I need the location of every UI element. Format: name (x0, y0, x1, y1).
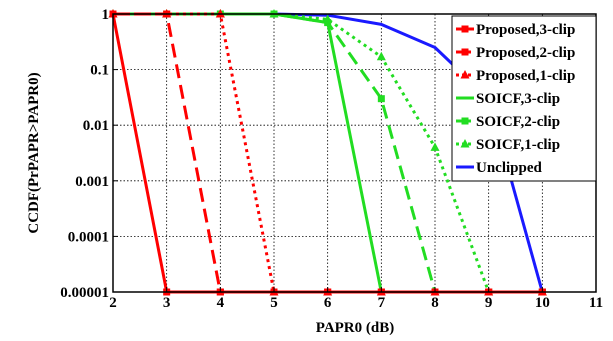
y-tick-label: 1 (102, 7, 110, 23)
data-point (430, 142, 440, 151)
y-tick-label: 0.1 (90, 63, 109, 79)
legend-label: Proposed,3-clip (476, 22, 575, 38)
legend-item: SOICF,2-clip (456, 114, 560, 130)
legend: Proposed,3-clip Proposed,2-clip Proposed,1… (451, 15, 597, 182)
legend-label: Unclipped (476, 160, 543, 176)
y-axis-label: CCDF(PrPAPR>PAPR0) (26, 72, 42, 233)
legend-label: SOICF,3-clip (476, 91, 560, 107)
legend-item: Proposed,2-clip (456, 45, 575, 61)
x-tick-label: 7 (378, 295, 386, 311)
legend-label: Proposed,1-clip (476, 68, 575, 84)
legend-marker (461, 117, 469, 125)
x-tick-label: 2 (109, 295, 117, 311)
x-tick-label: 11 (589, 295, 603, 311)
legend-item: Proposed,3-clip (456, 22, 575, 38)
x-tick-label: 9 (485, 295, 493, 311)
y-tick-label: 0.00001 (60, 285, 109, 301)
legend-marker (461, 25, 469, 33)
legend-label: Proposed,2-clip (476, 45, 575, 61)
legend-label: SOICF,1-clip (476, 137, 560, 153)
legend-item: SOICF,3-clip (456, 91, 560, 107)
legend-item: SOICF,1-clip (456, 137, 560, 153)
x-axis-label: PAPR0 (dB) (316, 320, 394, 336)
x-tick-label: 4 (217, 295, 225, 311)
y-tick-label: 0.0001 (68, 229, 109, 245)
legend-label: SOICF,2-clip (476, 114, 560, 130)
y-tick-label: 0.01 (83, 118, 109, 134)
legend-box (451, 15, 597, 182)
legend-marker (460, 139, 470, 148)
legend-marker (460, 70, 470, 79)
x-tick-label: 8 (431, 295, 439, 311)
legend-marker (461, 48, 469, 56)
x-tick-label: 5 (270, 295, 278, 311)
x-tick-label: 6 (324, 295, 332, 311)
ticks: 2 3 4 5 6 7 8 9 10 11 0.00001 0.0001 0.001 0.01 0.1 1 (60, 7, 603, 311)
data-point (377, 95, 385, 103)
x-tick-label: 3 (163, 295, 171, 311)
data-point (376, 51, 386, 61)
y-tick-label: 0.001 (75, 174, 109, 190)
legend-item: Unclipped (456, 160, 543, 176)
x-tick-label: 10 (535, 295, 550, 311)
legend-item: Proposed,1-clip (456, 68, 575, 84)
